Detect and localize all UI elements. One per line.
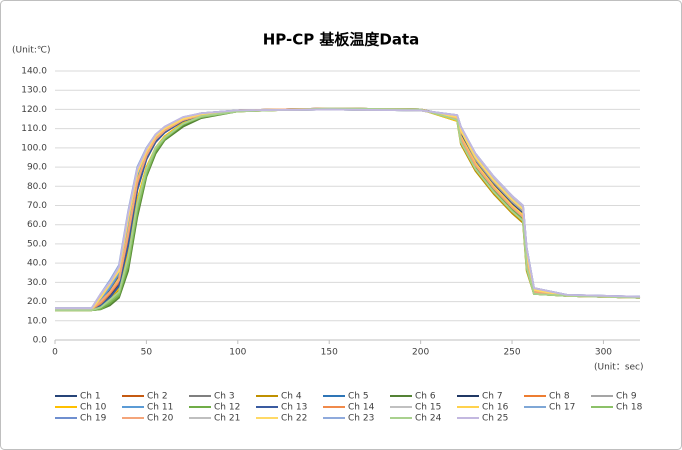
- y-tick-label: 70.0: [27, 201, 47, 211]
- legend-label: Ch 17: [549, 403, 575, 413]
- legend-label: Ch 1: [80, 392, 101, 402]
- y-tick-label: 50.0: [27, 239, 47, 249]
- y-tick-label: 10.0: [27, 316, 47, 326]
- legend-label: Ch 18: [616, 403, 643, 413]
- series-line: [55, 107, 641, 312]
- legend-label: Ch 23: [348, 414, 374, 424]
- y-tick-label: 110.0: [21, 124, 47, 134]
- legend-label: Ch 11: [147, 403, 173, 413]
- y-tick-label: 140.0: [21, 67, 47, 77]
- x-tick-label: 50: [141, 348, 153, 358]
- y-tick-label: 90.0: [27, 163, 47, 173]
- y-tick-label: 120.0: [21, 105, 47, 115]
- legend-label: Ch 20: [147, 414, 174, 424]
- y-tick-label: 20.0: [27, 297, 47, 307]
- y-tick-label: 40.0: [27, 259, 47, 269]
- legend-label: Ch 22: [281, 414, 307, 424]
- legend-label: Ch 14: [348, 403, 375, 413]
- y-tick-label: 0.0: [33, 336, 48, 346]
- y-tick-label: 30.0: [27, 278, 47, 288]
- y-unit: (Unit:℃): [12, 46, 50, 56]
- x-unit: (Unit：sec): [594, 363, 644, 373]
- x-tick-label: 150: [321, 348, 338, 358]
- legend-label: Ch 12: [214, 403, 240, 413]
- legend-label: Ch 25: [482, 414, 508, 424]
- series-line: [55, 108, 641, 310]
- y-tick-label: 80.0: [27, 182, 47, 192]
- x-tick-label: 200: [412, 348, 429, 358]
- legend-label: Ch 3: [214, 392, 235, 402]
- x-tick-label: 0: [52, 348, 58, 358]
- x-tick-label: 100: [229, 348, 246, 358]
- legend-label: Ch 7: [482, 392, 503, 402]
- legend-label: Ch 19: [80, 414, 107, 424]
- legend-label: Ch 9: [616, 392, 637, 402]
- y-tick-label: 100.0: [21, 143, 47, 153]
- legend-label: Ch 4: [281, 392, 302, 402]
- legend-label: Ch 2: [147, 392, 168, 402]
- y-tick-label: 130.0: [21, 86, 47, 96]
- legend-label: Ch 15: [415, 403, 441, 413]
- y-tick-label: 60.0: [27, 220, 47, 230]
- legend-label: Ch 21: [214, 414, 240, 424]
- legend-label: Ch 10: [80, 403, 107, 413]
- legend-label: Ch 13: [281, 403, 307, 413]
- x-tick-label: 300: [595, 348, 612, 358]
- chart-title: HP-CP 基板温度Data: [263, 31, 420, 49]
- legend-label: Ch 5: [348, 392, 369, 402]
- legend-label: Ch 24: [415, 414, 442, 424]
- legend-label: Ch 16: [482, 403, 509, 413]
- legend-label: Ch 6: [415, 392, 436, 402]
- legend-label: Ch 8: [549, 392, 570, 402]
- x-tick-label: 250: [503, 348, 520, 358]
